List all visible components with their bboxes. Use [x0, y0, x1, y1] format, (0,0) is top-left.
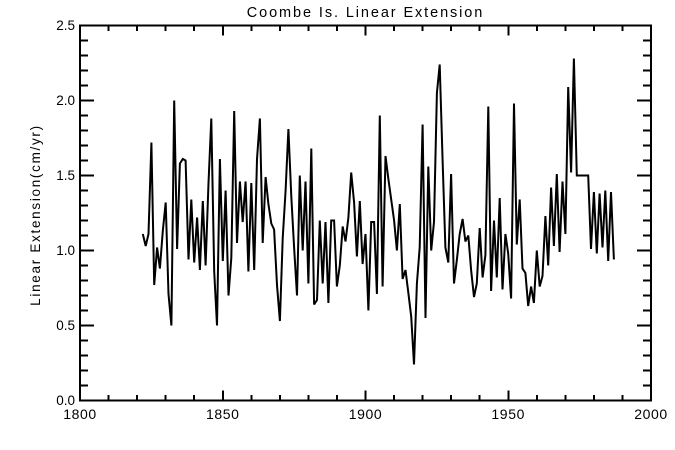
svg-text:0.5: 0.5	[56, 318, 75, 333]
svg-text:1800: 1800	[63, 406, 97, 422]
svg-text:2.5: 2.5	[56, 18, 75, 33]
svg-text:1950: 1950	[491, 406, 525, 422]
svg-text:2000: 2000	[634, 406, 668, 422]
svg-text:2.0: 2.0	[56, 93, 75, 108]
svg-text:Coombe Is. Linear Extension: Coombe Is. Linear Extension	[247, 5, 485, 21]
svg-text:1900: 1900	[349, 406, 383, 422]
svg-text:1.0: 1.0	[56, 243, 75, 258]
svg-text:1850: 1850	[206, 406, 240, 422]
svg-text:Linear Extension(cm/yr): Linear Extension(cm/yr)	[28, 124, 43, 306]
svg-text:0.0: 0.0	[56, 393, 75, 408]
svg-text:1.5: 1.5	[56, 168, 75, 183]
